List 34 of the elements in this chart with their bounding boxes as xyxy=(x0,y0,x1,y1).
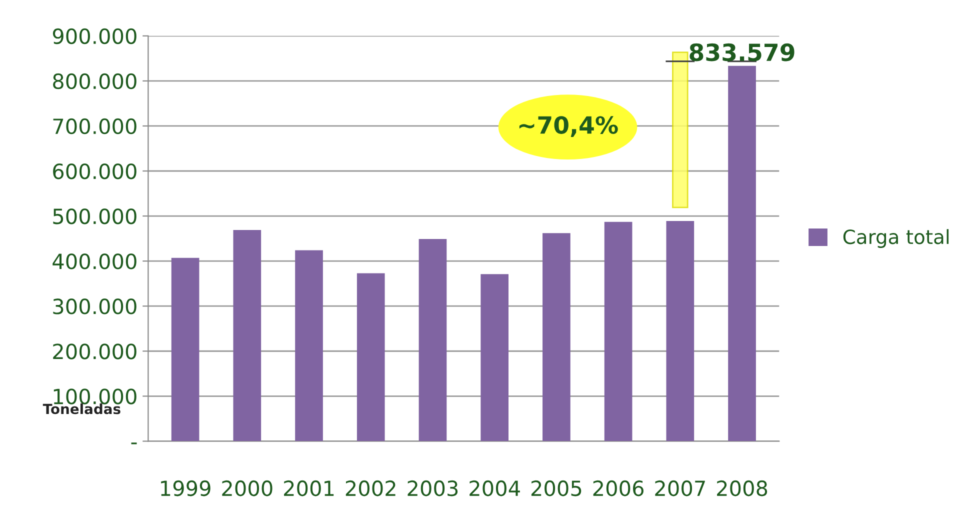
y-tick-label: 600.000 xyxy=(53,163,136,180)
x-tick-label: 2005 xyxy=(531,480,582,496)
y-tick-label: 300.000 xyxy=(53,298,136,314)
y-tick-label: 500.000 xyxy=(53,208,136,224)
bar xyxy=(728,66,756,442)
x-tick-label: 2000 xyxy=(222,480,272,496)
bar xyxy=(418,238,447,442)
bar xyxy=(295,250,323,442)
x-tick-label: 2008 xyxy=(717,480,768,496)
y-axis-title: Toneladas xyxy=(42,403,120,414)
x-tick-label: 2004 xyxy=(470,480,520,496)
y-tick-label: 100.000 xyxy=(54,388,136,404)
x-tick-label: 2007 xyxy=(655,480,705,496)
bar xyxy=(666,220,694,442)
bar xyxy=(604,222,632,442)
x-tick-label: 1999 xyxy=(161,480,210,496)
annotation: ~70,4% xyxy=(519,116,618,137)
bar xyxy=(356,273,385,442)
bar xyxy=(480,274,509,442)
data-label: 833.579 xyxy=(690,43,794,62)
x-tick-label: 2003 xyxy=(408,480,458,496)
legend-label: Carga total xyxy=(843,229,949,248)
bar xyxy=(542,233,570,442)
bar xyxy=(233,230,262,442)
y-tick-label: 700.000 xyxy=(53,118,136,134)
y-tick-label: 800.000 xyxy=(53,73,136,90)
bar xyxy=(171,258,200,442)
y-tick-label: 900.000 xyxy=(52,28,136,44)
y-tick-label: 200.000 xyxy=(53,344,136,360)
y-tick-label: - xyxy=(131,442,137,444)
x-tick-label: 2006 xyxy=(593,480,644,496)
x-tick-label: 2002 xyxy=(346,480,396,496)
x-tick-label: 2001 xyxy=(284,480,334,496)
y-tick-label: 400.000 xyxy=(52,254,136,270)
